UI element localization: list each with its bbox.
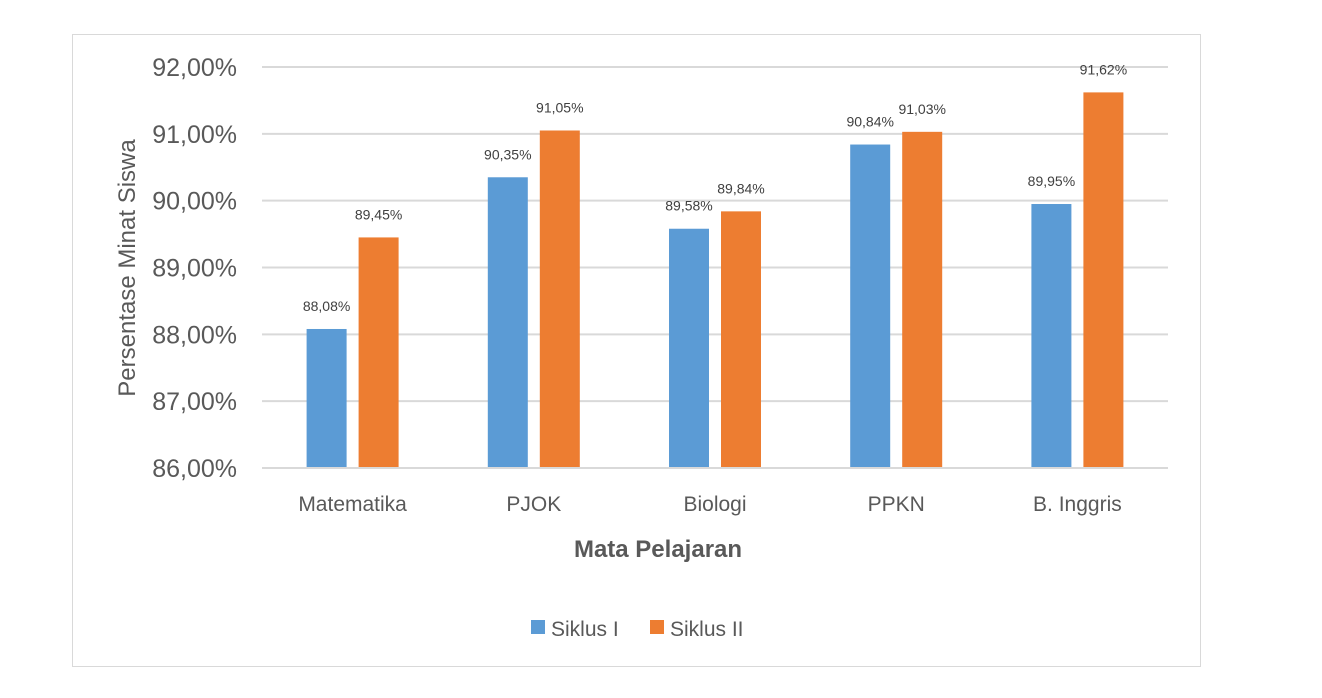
legend-label: Siklus I	[551, 618, 619, 641]
legend-label: Siklus II	[670, 618, 744, 641]
x-tick-label: Biologi	[683, 493, 746, 516]
data-label: 89,45%	[355, 206, 402, 222]
x-axis-label: Mata Pelajaran	[574, 536, 742, 563]
y-tick-label: 88,00%	[152, 321, 237, 349]
y-tick-label: 87,00%	[152, 388, 237, 416]
legend-swatch	[531, 620, 545, 634]
x-tick-label: Matematika	[298, 493, 407, 516]
data-label: 90,35%	[484, 146, 531, 162]
bar-siklus-ii	[1083, 92, 1124, 468]
bar-siklus-i	[1031, 204, 1072, 468]
bar-siklus-i	[850, 144, 891, 468]
y-tick-label: 86,00%	[152, 455, 237, 483]
bar-siklus-i	[487, 177, 528, 468]
bar-siklus-ii	[358, 237, 399, 468]
x-tick-label: PJOK	[506, 493, 561, 516]
data-label: 89,58%	[665, 198, 712, 214]
bar-siklus-i	[306, 328, 347, 468]
x-tick-label: PPKN	[868, 493, 925, 516]
bar-siklus-i	[669, 228, 709, 468]
bar-siklus-ii	[539, 130, 580, 468]
y-tick-label: 91,00%	[152, 121, 237, 149]
data-label: 91,62%	[1080, 61, 1127, 77]
y-tick-label: 90,00%	[152, 188, 237, 216]
bar-siklus-ii	[721, 211, 761, 469]
data-label: 89,95%	[1028, 173, 1075, 189]
data-label: 90,84%	[846, 114, 893, 130]
bar-siklus-ii	[902, 131, 943, 468]
data-label: 89,84%	[717, 180, 764, 196]
x-tick-label: B. Inggris	[1033, 493, 1122, 516]
data-label: 91,05%	[536, 99, 583, 115]
data-label: 91,03%	[898, 101, 945, 117]
data-label: 88,08%	[303, 298, 350, 314]
legend-swatch	[650, 620, 664, 634]
y-tick-label: 89,00%	[152, 255, 237, 283]
y-tick-label: 92,00%	[152, 54, 237, 82]
chart-frame	[72, 34, 1201, 667]
y-axis-label: Persentase Minat Siswa	[114, 139, 141, 397]
